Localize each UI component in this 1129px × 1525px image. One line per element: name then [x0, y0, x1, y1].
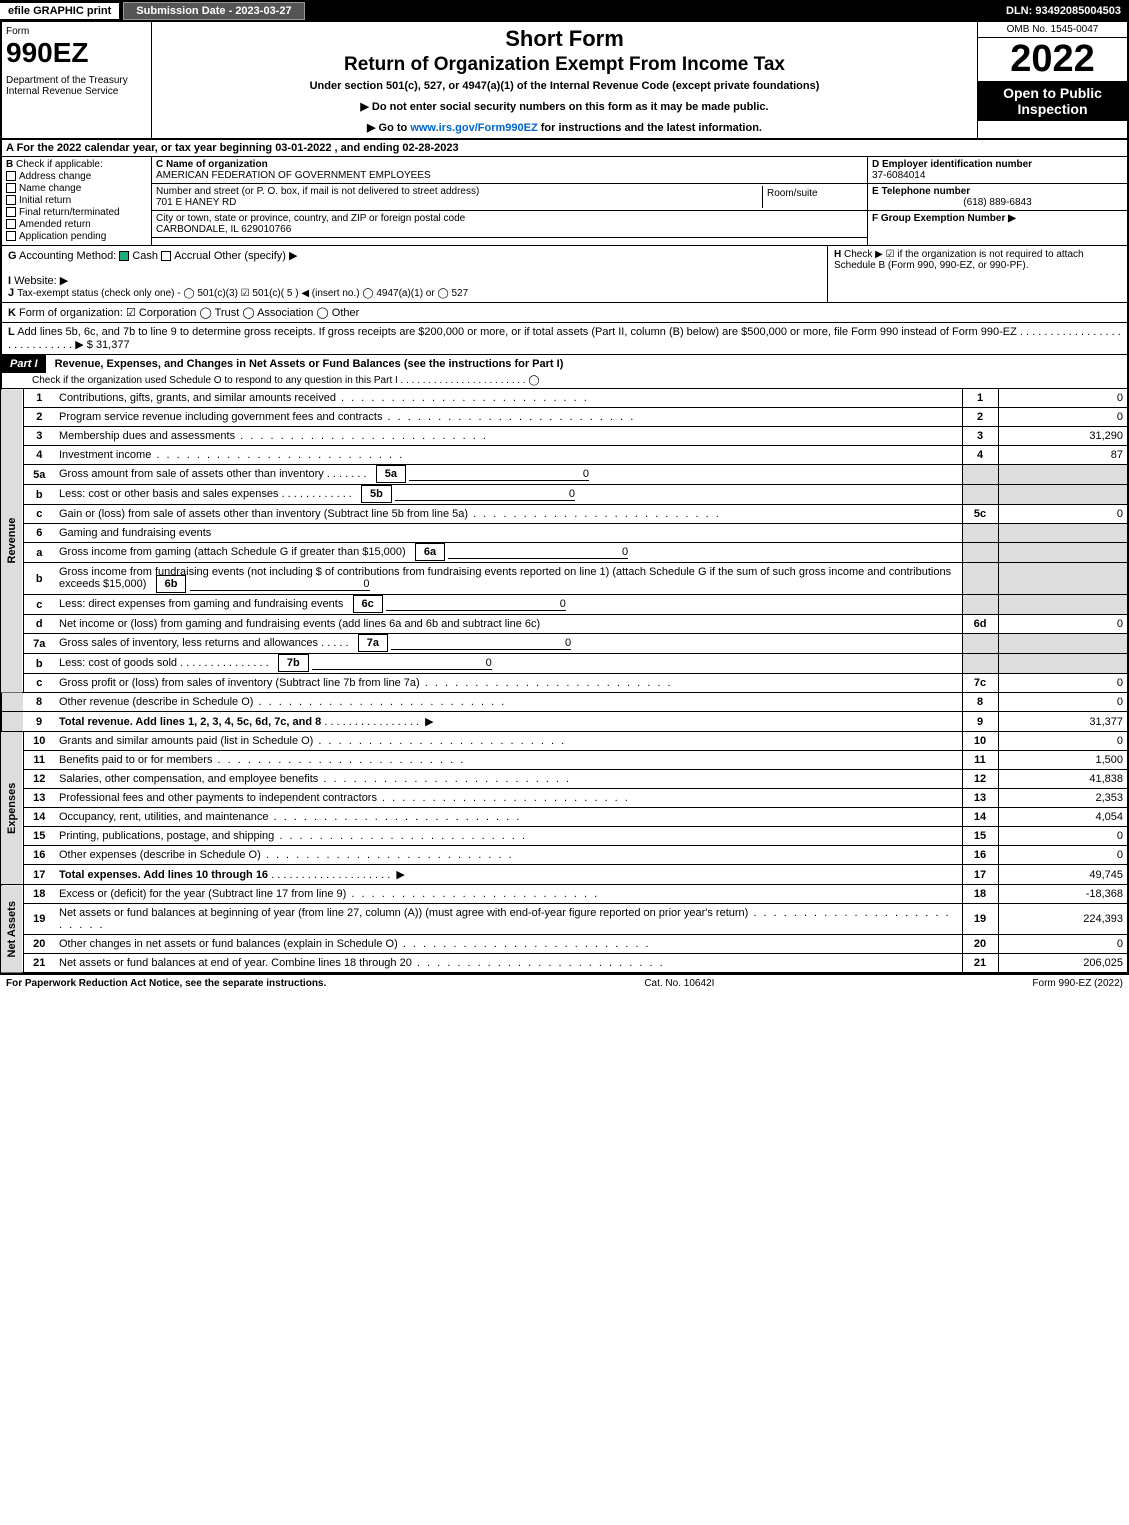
revenue-table: Revenue 1Contributions, gifts, grants, a…	[0, 389, 1129, 974]
header-left: Form 990EZ Department of the Treasury In…	[2, 22, 152, 138]
chk-name[interactable]: Name change	[6, 183, 147, 194]
h-text: Check ▶ ☑ if the organization is not req…	[834, 249, 1084, 271]
dln-number: DLN: 93492085004503	[1006, 5, 1129, 17]
room-label: Room/suite	[763, 186, 863, 208]
city-row: City or town, state or province, country…	[152, 211, 867, 238]
part1-label: Part I	[2, 355, 46, 373]
chk-pending[interactable]: Application pending	[6, 231, 147, 242]
street-label: Number and street (or P. O. box, if mail…	[156, 186, 479, 197]
form-label: Form	[6, 26, 147, 37]
city-label: City or town, state or province, country…	[156, 213, 465, 224]
row-l: L Add lines 5b, 6c, and 7b to line 9 to …	[0, 323, 1129, 355]
section-def: D Employer identification number 37-6084…	[867, 157, 1127, 245]
l-label: L	[8, 326, 15, 338]
header-mid: Short Form Return of Organization Exempt…	[152, 22, 977, 138]
tel: (618) 889-6843	[872, 197, 1123, 208]
omb-number: OMB No. 1545-0047	[978, 22, 1127, 38]
chk-final[interactable]: Final return/terminated	[6, 207, 147, 218]
section-b: B Check if applicable: Address change Na…	[2, 157, 152, 245]
street-row: Number and street (or P. O. box, if mail…	[152, 184, 867, 211]
header-right: OMB No. 1545-0047 2022 Open to Public In…	[977, 22, 1127, 138]
street: 701 E HANEY RD	[156, 197, 236, 208]
efile-label[interactable]: efile GRAPHIC print	[0, 3, 119, 19]
k-text: Form of organization: ☑ Corporation ◯ Tr…	[19, 306, 359, 319]
department: Department of the Treasury Internal Reve…	[6, 75, 147, 97]
title-short-form: Short Form	[156, 26, 973, 52]
subtitle: Under section 501(c), 527, or 4947(a)(1)…	[156, 80, 973, 92]
note-ssn: ▶ Do not enter social security numbers o…	[156, 100, 973, 113]
name-label: C Name of organization	[156, 159, 268, 170]
tax-year: 2022	[978, 38, 1127, 81]
l-amount: ▶ $ 31,377	[75, 339, 129, 351]
g-text: Accounting Method:	[19, 250, 116, 262]
org-name-row: C Name of organization AMERICAN FEDERATI…	[152, 157, 867, 184]
chk-address[interactable]: Address change	[6, 171, 147, 182]
irs-link[interactable]: www.irs.gov/Form990EZ	[410, 122, 537, 134]
row-h: H Check ▶ ☑ if the organization is not r…	[827, 246, 1127, 302]
b-text: Check if applicable:	[16, 159, 103, 170]
top-bar: efile GRAPHIC print Submission Date - 20…	[0, 0, 1129, 22]
part1-title: Revenue, Expenses, and Changes in Net As…	[49, 355, 570, 373]
footer-right: Form 990-EZ (2022)	[1032, 978, 1123, 989]
row-k: K Form of organization: ☑ Corporation ◯ …	[0, 303, 1129, 323]
row-gh: G Accounting Method: Cash Accrual Other …	[0, 246, 1129, 303]
row-g: G Accounting Method: Cash Accrual Other …	[2, 246, 827, 302]
ein-label: D Employer identification number	[872, 159, 1032, 170]
part1-sub: Check if the organization used Schedule …	[2, 373, 1127, 388]
j-text: Tax-exempt status (check only one) - ◯ 5…	[17, 288, 468, 299]
i-text: Website: ▶	[14, 275, 68, 287]
city: CARBONDALE, IL 629010766	[156, 224, 291, 235]
group-row: F Group Exemption Number ▶	[868, 211, 1127, 226]
i-label: I	[8, 275, 11, 287]
section-c: C Name of organization AMERICAN FEDERATI…	[152, 157, 867, 245]
page-footer: For Paperwork Reduction Act Notice, see …	[0, 974, 1129, 992]
footer-mid: Cat. No. 10642I	[326, 978, 1032, 989]
b-label: B	[6, 159, 13, 170]
ein-row: D Employer identification number 37-6084…	[868, 157, 1127, 184]
tel-label: E Telephone number	[872, 186, 970, 197]
section-a-text: A For the 2022 calendar year, or tax yea…	[6, 142, 459, 154]
title-return: Return of Organization Exempt From Incom…	[156, 54, 973, 76]
org-name: AMERICAN FEDERATION OF GOVERNMENT EMPLOY…	[156, 170, 431, 181]
side-expenses: Expenses	[1, 732, 23, 885]
chk-initial[interactable]: Initial return	[6, 195, 147, 206]
g-label: G	[8, 250, 17, 262]
group-label: F Group Exemption Number ▶	[872, 213, 1016, 224]
tel-row: E Telephone number (618) 889-6843	[868, 184, 1127, 211]
form-header: Form 990EZ Department of the Treasury In…	[0, 22, 1129, 140]
form-number: 990EZ	[6, 37, 147, 69]
chk-accrual[interactable]	[161, 251, 171, 261]
j-label: J	[8, 287, 14, 299]
ein: 37-6084014	[872, 170, 925, 181]
h-label: H	[834, 249, 841, 260]
k-label: K	[8, 307, 16, 319]
section-bcd: B Check if applicable: Address change Na…	[0, 157, 1129, 246]
section-a: A For the 2022 calendar year, or tax yea…	[0, 140, 1129, 157]
l-text: Add lines 5b, 6c, and 7b to line 9 to de…	[17, 326, 1017, 338]
submission-date: Submission Date - 2023-03-27	[123, 2, 304, 20]
note2-pre: ▶ Go to	[367, 122, 410, 134]
side-revenue: Revenue	[1, 389, 23, 693]
note2-post: for instructions and the latest informat…	[541, 122, 762, 134]
part1-header: Part I Revenue, Expenses, and Changes in…	[0, 355, 1129, 389]
note-link: ▶ Go to www.irs.gov/Form990EZ for instru…	[156, 121, 973, 134]
chk-cash[interactable]	[119, 251, 129, 261]
side-netassets: Net Assets	[1, 885, 23, 974]
chk-amended[interactable]: Amended return	[6, 219, 147, 230]
footer-left: For Paperwork Reduction Act Notice, see …	[6, 978, 326, 989]
inspection-badge: Open to Public Inspection	[978, 81, 1127, 121]
